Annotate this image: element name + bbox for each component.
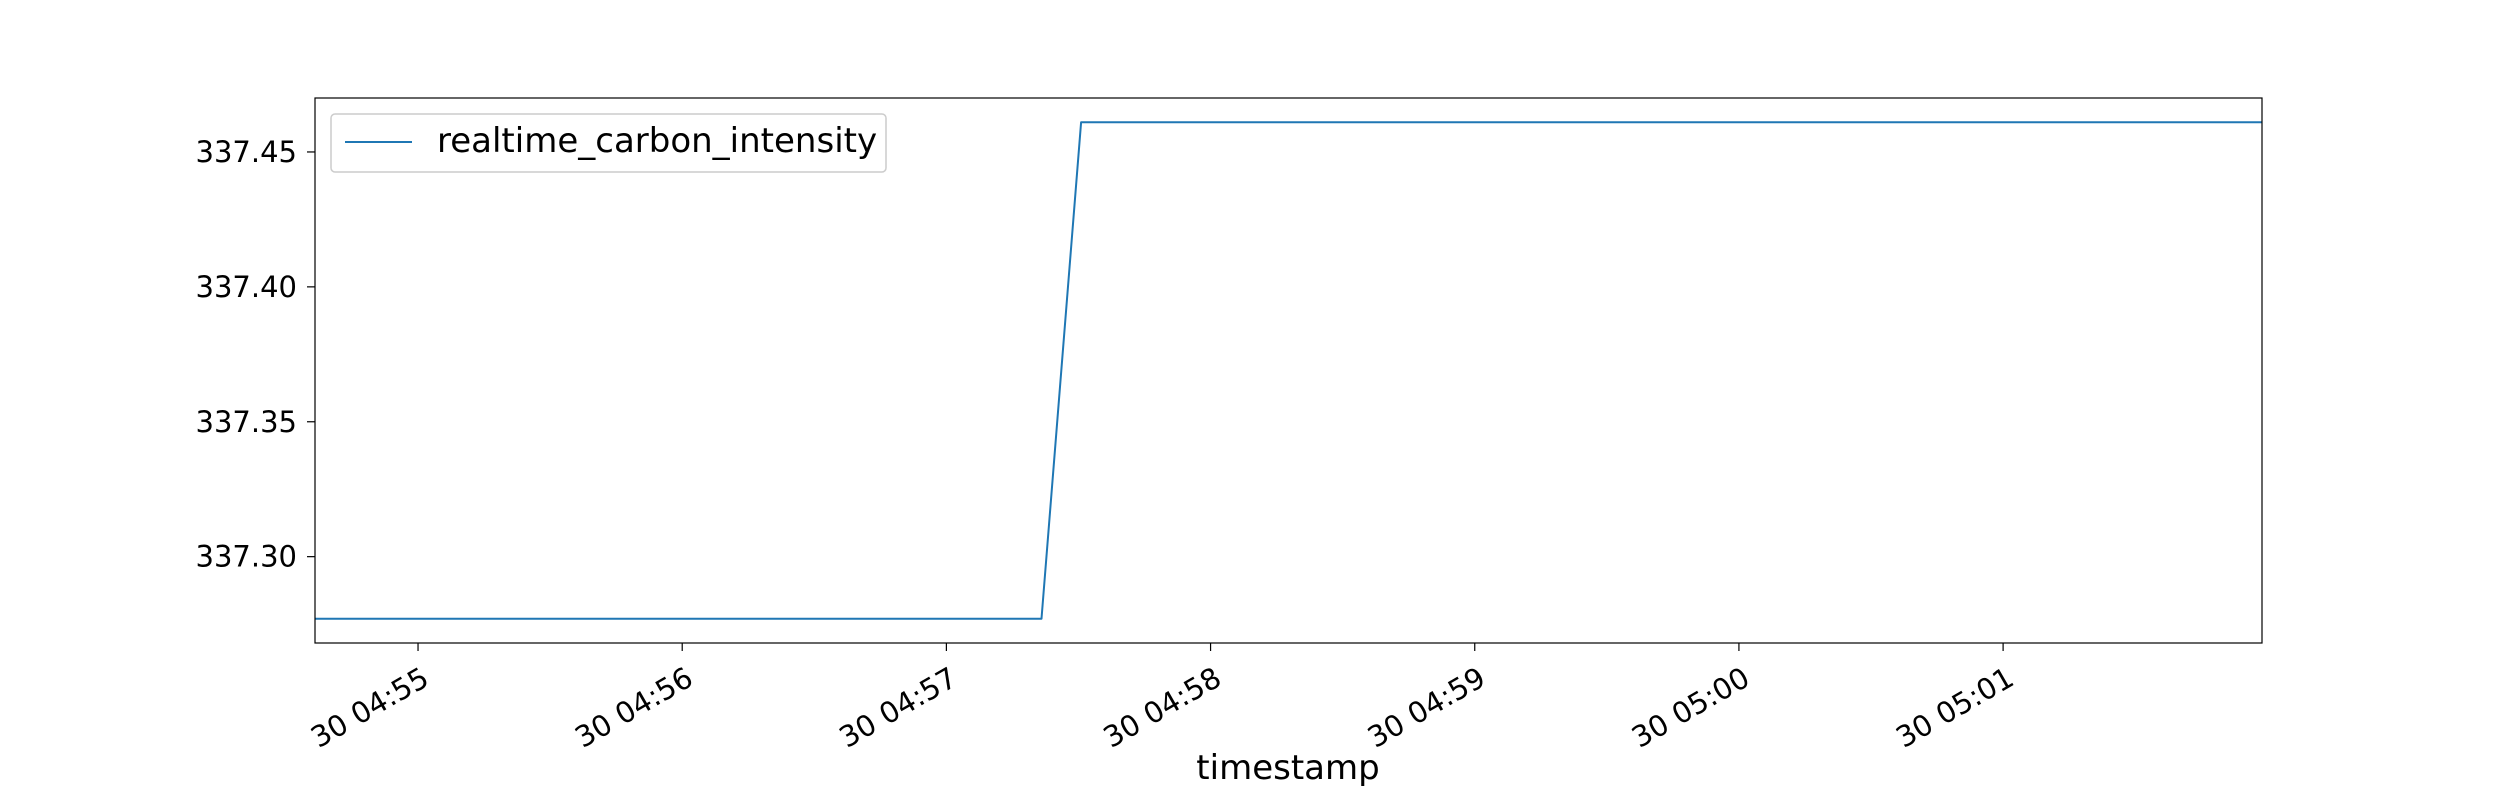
y-axis-ticks: 337.30 337.35 337.40 337.45 xyxy=(196,135,315,574)
legend-box xyxy=(330,113,887,173)
legend: realtime_carbon_intensity xyxy=(330,113,887,173)
plot-background xyxy=(315,98,2262,643)
x-tick-label: 30 05:01 xyxy=(1890,660,2019,754)
x-tick-label: 30 04:57 xyxy=(833,660,962,754)
x-axis-title: timestamp xyxy=(1196,748,1379,788)
series-layer xyxy=(315,121,2262,620)
y-tick-label: 337.35 xyxy=(196,405,297,439)
legend-label: realtime_carbon_intensity xyxy=(437,121,877,161)
y-tick-label: 337.30 xyxy=(196,540,297,574)
x-tick-label: 30 04:58 xyxy=(1098,660,1227,754)
x-tick-label: 30 04:56 xyxy=(569,660,698,754)
x-tick-label: 30 04:59 xyxy=(1362,660,1491,754)
y-tick-label: 337.40 xyxy=(196,270,297,304)
x-axis-ticks: 30 04:55 30 04:56 30 04:57 30 04:58 30 04:59… xyxy=(305,643,2019,755)
x-tick-label: 30 05:00 xyxy=(1626,660,1755,754)
series-line xyxy=(315,121,2262,620)
y-tick-label: 337.45 xyxy=(196,135,297,169)
plot-frame xyxy=(314,97,2263,644)
x-tick-label: 30 04:55 xyxy=(305,660,434,754)
